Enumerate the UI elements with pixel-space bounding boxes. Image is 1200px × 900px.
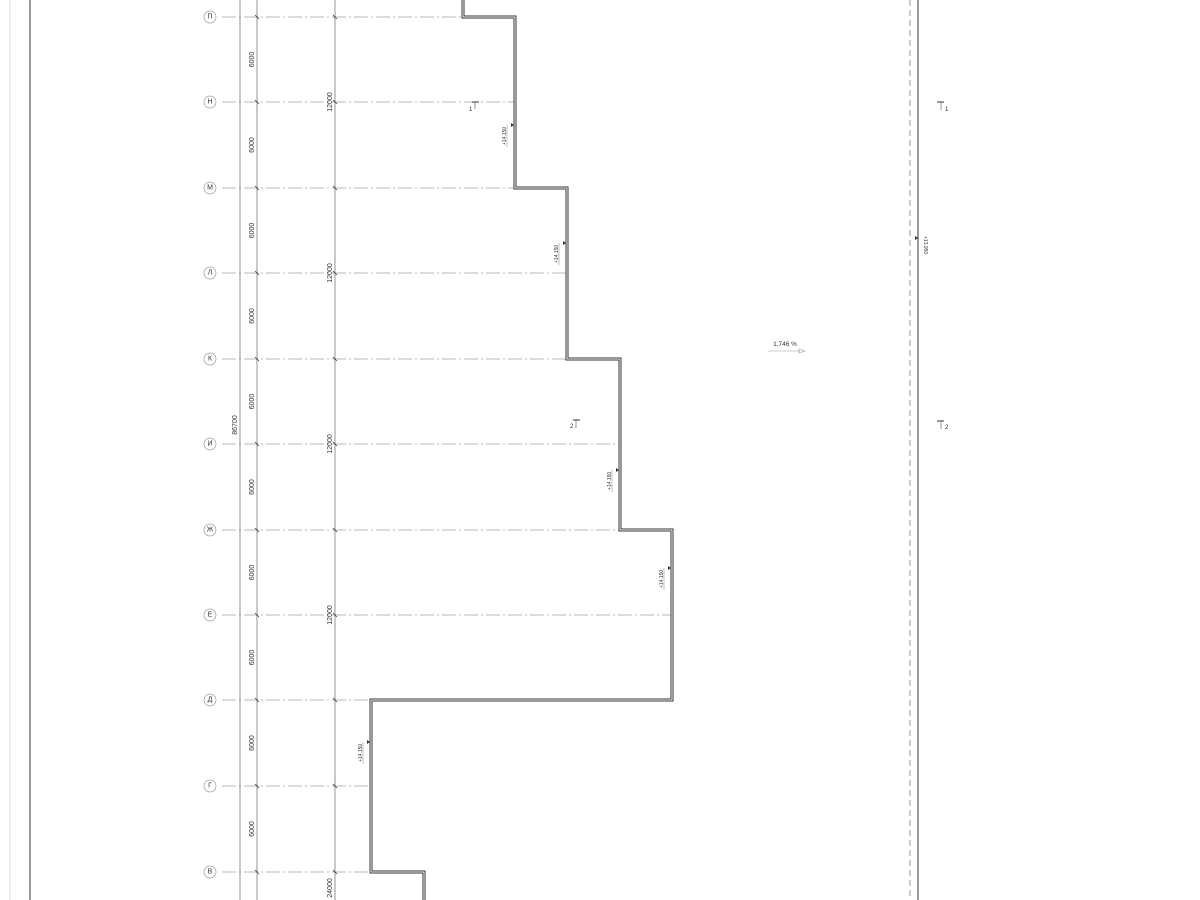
grid-axis-bubble [203, 523, 217, 537]
grid-axis-label: Д [208, 697, 213, 704]
building-outline [369, 0, 674, 900]
spot-elevation: +14.150 [502, 123, 514, 147]
dimension-overall: 86700 [232, 415, 239, 435]
right-elevation-mark: +13.950 [915, 236, 928, 254]
spot-elevation: +14.150 [554, 241, 566, 265]
section-mark-2-right: 2 [937, 420, 949, 431]
dimension-pair: 12000 [327, 434, 334, 454]
slope-indicator: 1,746 % [768, 341, 806, 354]
svg-text:2: 2 [945, 425, 949, 431]
grid-axis-label: И [207, 441, 212, 448]
grid-axis-6: Ж [203, 523, 620, 537]
svg-text:1: 1 [469, 107, 473, 113]
dimension-bay: 6000 [249, 394, 256, 410]
grid-axis-bubble [203, 352, 217, 366]
grid-axis-5: И [203, 437, 620, 451]
section-mark-2-left: 2 [570, 419, 580, 430]
dimension-pair: 12000 [327, 605, 334, 625]
grid-axis-1: Н [203, 95, 515, 109]
grid-axis-bubble [203, 779, 217, 793]
section-mark-1-left: 1 [469, 101, 479, 113]
grid-axis-bubble [203, 608, 217, 622]
svg-text:+14.150: +14.150 [502, 127, 508, 145]
grid-axis-label: К [208, 356, 213, 363]
svg-text:+14.150: +14.150 [607, 472, 613, 490]
grid-axis-label: П [207, 14, 212, 21]
dimension-pair: 12000 [327, 263, 334, 283]
grid-axis-label: М [207, 185, 213, 192]
grid-axis-0: П [203, 10, 463, 24]
grid-axis-bubble [203, 10, 217, 24]
slope-arrow-icon [798, 348, 806, 354]
grid-axis-bubble [203, 181, 217, 195]
grid-axis-label: Ж [207, 527, 214, 534]
dimension-bay: 6000 [249, 479, 256, 495]
section-mark-1-right: 1 [937, 101, 949, 113]
svg-text:+14.150: +14.150 [659, 570, 665, 588]
grid-axis-7: Е [203, 608, 672, 622]
spot-elevation: +14.150 [358, 740, 370, 764]
dimension-bay: 6000 [249, 565, 256, 581]
grid-axis-bubble [203, 266, 217, 280]
dimension-bay: 6000 [249, 137, 256, 153]
dimension-pair: 12000 [327, 92, 334, 112]
svg-text:+13.950: +13.950 [922, 236, 928, 254]
grid-axis-label: Г [208, 783, 212, 790]
grid-axis-bubble [203, 865, 217, 879]
grid-axis-label: Е [208, 612, 213, 619]
grid-axis-label: Л [208, 270, 213, 277]
dimension-bay: 6000 [249, 52, 256, 68]
svg-text:+14.150: +14.150 [358, 744, 364, 762]
grid-axis-label: Н [207, 99, 212, 106]
svg-text:1: 1 [945, 107, 949, 113]
spot-elevation: +14.150 [607, 468, 619, 492]
grid-axis-3: Л [203, 266, 567, 280]
dimension-bay: 6000 [249, 821, 256, 837]
grid-axis-label: В [208, 869, 213, 876]
grid-axis-bubble [203, 693, 217, 707]
spot-elevation: +14.150 [659, 566, 671, 590]
svg-text:1,746 %: 1,746 % [773, 341, 797, 348]
building-outline-inner [370, 0, 673, 900]
grid-axis-4: К [203, 352, 567, 366]
grid-axis-9: Г [203, 779, 371, 793]
svg-text:2: 2 [570, 424, 574, 430]
dimension-bay: 6000 [249, 223, 256, 239]
grid-axis-2: М [203, 181, 515, 195]
dimension-bay: 6000 [249, 308, 256, 324]
dimension-bay: 6000 [249, 735, 256, 751]
grid-axis-bubble [203, 437, 217, 451]
grid-axis-10: В [203, 865, 371, 879]
dimension-bay: 6000 [249, 650, 256, 666]
grid-axis-bubble [203, 95, 217, 109]
dimension-bottom: 24000 [327, 878, 334, 898]
svg-text:+14.150: +14.150 [554, 245, 560, 263]
